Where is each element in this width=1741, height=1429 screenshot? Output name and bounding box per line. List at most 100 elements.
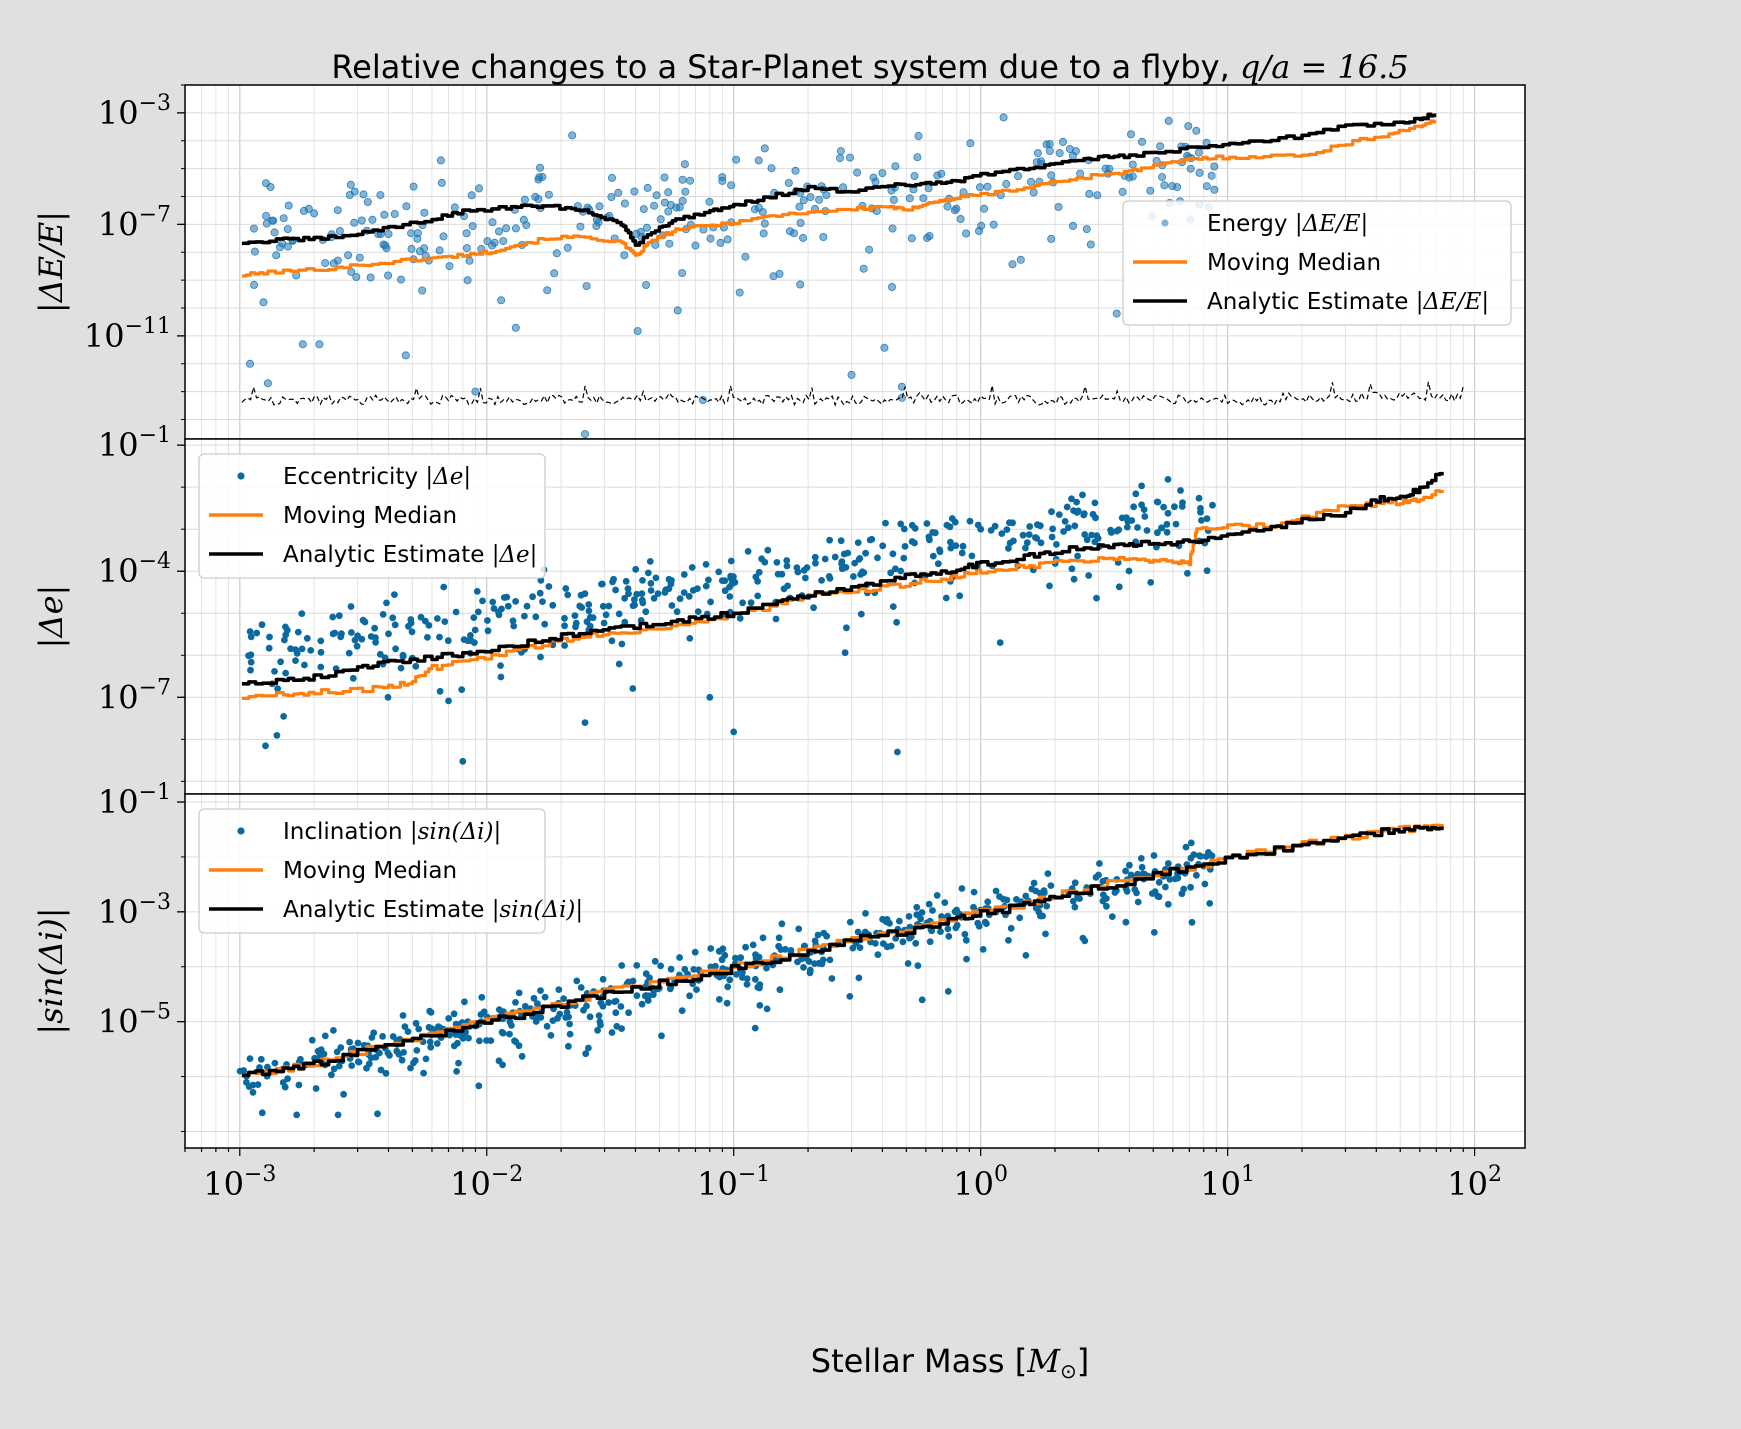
legend-marker-points xyxy=(237,472,245,480)
scatter-point xyxy=(428,1025,436,1033)
scatter-point xyxy=(1154,892,1162,900)
scatter-point xyxy=(676,595,684,603)
scatter-point xyxy=(826,536,833,544)
scatter-point xyxy=(815,195,824,204)
scatter-point xyxy=(803,564,811,571)
scatter-point xyxy=(1003,896,1011,904)
scatter-point xyxy=(1197,508,1204,516)
legend-entry-math: |ΔE/E| xyxy=(1295,211,1368,237)
scatter-point xyxy=(1068,495,1075,503)
scatter-point xyxy=(439,232,448,241)
scatter-point xyxy=(500,594,508,601)
scatter-point xyxy=(913,153,922,162)
scatter-point xyxy=(1070,575,1078,583)
scatter-point xyxy=(1016,914,1024,922)
scatter-point xyxy=(379,611,387,618)
scatter-point xyxy=(843,624,850,632)
scatter-point xyxy=(1186,164,1195,173)
scatter-point xyxy=(366,273,375,282)
scatter-point xyxy=(1210,185,1219,194)
scatter-point xyxy=(392,645,399,653)
scatter-point xyxy=(899,938,907,946)
scatter-point xyxy=(942,594,950,602)
y-axis-label-energy: |ΔE/E| xyxy=(32,211,70,313)
scatter-point xyxy=(980,204,989,213)
scatter-point xyxy=(543,1022,551,1030)
scatter-point xyxy=(1164,509,1172,517)
scatter-point xyxy=(389,614,397,622)
scatter-point xyxy=(605,602,613,610)
scatter-point xyxy=(691,948,699,956)
scatter-point xyxy=(1162,883,1169,891)
scatter-point xyxy=(811,553,819,561)
panel-energy: 10−310−710−11|ΔE/E| Energy |ΔE/E|Moving M… xyxy=(32,84,1526,447)
scatter-point xyxy=(349,674,357,682)
scatter-point xyxy=(1192,126,1201,135)
legend-entry-analytic: Analytic Estimate |ΔE/E| xyxy=(1207,289,1489,315)
scatter-point xyxy=(455,1059,462,1067)
scatter-point xyxy=(418,286,427,295)
scatter-point xyxy=(975,922,983,930)
scatter-point xyxy=(298,340,307,349)
scatter-point xyxy=(401,1023,409,1030)
scatter-point xyxy=(759,934,767,942)
scatter-point xyxy=(775,934,783,942)
scatter-point xyxy=(846,153,855,162)
scatter-point xyxy=(346,1038,353,1046)
scatter-point xyxy=(281,636,288,644)
scatter-point xyxy=(631,596,638,604)
legend-entry-text: Eccentricity xyxy=(283,464,425,490)
scatter-point xyxy=(1023,539,1031,547)
scatter-point xyxy=(1158,173,1167,182)
scatter-point xyxy=(307,647,315,654)
scatter-point xyxy=(1137,855,1145,862)
legend-marker-points xyxy=(1161,219,1169,227)
scatter-point xyxy=(272,251,281,260)
scatter-point xyxy=(1143,527,1151,534)
scatter-point xyxy=(484,627,492,635)
y-tick-label-exp: −4 xyxy=(139,549,171,574)
noise-floor-line xyxy=(241,381,1464,407)
legend-entry-points: Inclination |sin(Δi)| xyxy=(283,819,501,845)
plot-marks-inclination xyxy=(236,823,1444,1119)
scatter-point xyxy=(705,576,712,584)
scatter-point xyxy=(566,1020,573,1028)
scatter-point xyxy=(450,1042,458,1050)
scatter-point xyxy=(247,633,255,641)
scatter-point xyxy=(532,1018,540,1025)
scatter-point xyxy=(312,1085,320,1092)
scatter-point xyxy=(1071,903,1079,911)
y-tick-label-exp: −1 xyxy=(139,780,171,805)
scatter-point xyxy=(409,182,418,191)
scatter-point xyxy=(582,282,591,291)
scatter-point xyxy=(257,1055,265,1063)
scatter-point xyxy=(929,907,936,914)
scatter-point xyxy=(610,575,617,583)
scatter-point xyxy=(599,602,607,610)
scatter-point xyxy=(263,379,272,388)
scatter-point xyxy=(822,191,831,200)
scatter-point xyxy=(1138,482,1145,490)
scatter-point xyxy=(586,1013,594,1021)
scatter-point xyxy=(739,599,746,607)
scatter-point xyxy=(380,210,389,219)
scatter-point xyxy=(372,638,379,646)
scatter-point xyxy=(781,945,789,953)
scatter-point xyxy=(555,986,563,993)
scatter-point xyxy=(1196,852,1203,860)
scatter-point xyxy=(837,537,845,545)
scatter-point xyxy=(702,582,710,590)
scatter-point xyxy=(476,1037,483,1045)
legend-entry-analytic: Analytic Estimate |Δe| xyxy=(283,542,537,568)
scatter-point xyxy=(664,207,673,216)
scatter-point xyxy=(676,954,683,961)
scatter-point xyxy=(377,1066,385,1074)
scatter-point xyxy=(537,653,544,661)
scatter-point xyxy=(402,202,411,211)
scatter-point xyxy=(718,956,726,964)
scatter-point xyxy=(1060,528,1067,535)
scatter-point xyxy=(607,192,616,201)
scatter-point xyxy=(396,275,405,284)
scatter-point xyxy=(914,962,922,969)
